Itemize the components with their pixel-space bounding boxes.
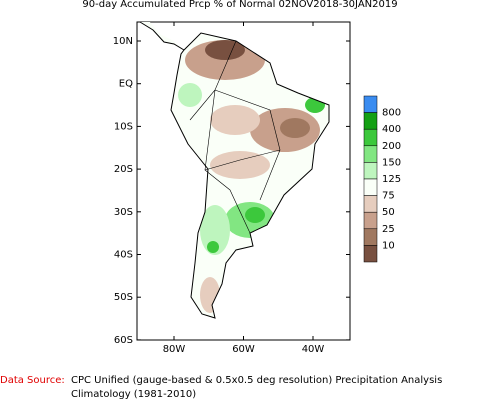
source-text: CPC Unified (gauge-based & 0.5x0.5 deg r…	[71, 375, 442, 386]
legend-label: 75	[382, 191, 395, 202]
legend-swatch	[363, 211, 378, 230]
lat-label: EQ	[119, 79, 133, 90]
lat-label: 10N	[113, 36, 133, 47]
legend-label: 10	[382, 240, 395, 251]
legend-swatch	[363, 195, 378, 213]
legend-label: 50	[382, 207, 395, 218]
legend-swatch	[363, 112, 378, 130]
lat-label: 50S	[114, 292, 133, 303]
lat-label: 30S	[114, 207, 133, 218]
legend-swatch	[363, 162, 378, 180]
dry-area	[210, 105, 260, 135]
legend-swatch	[363, 228, 378, 246]
title: 90-day Accumulated Prcp % of Normal 02NO…	[82, 0, 397, 10]
legend-label: 150	[382, 157, 401, 168]
lat-label: 60S	[114, 335, 133, 346]
wet-area	[178, 83, 202, 107]
coastline	[139, 21, 330, 319]
dry-area	[205, 40, 245, 60]
legend-swatch	[363, 178, 378, 196]
legend-label: 200	[382, 141, 401, 152]
legend-label: 800	[382, 108, 401, 119]
lon-label: 40W	[302, 344, 325, 355]
wet-area	[200, 205, 230, 255]
legend-label: 400	[382, 124, 401, 135]
wet-area	[245, 207, 265, 223]
legend-label: 25	[382, 224, 395, 235]
legend-swatch	[363, 128, 378, 147]
wet-area	[207, 241, 219, 253]
dry-area	[280, 118, 310, 138]
legend-label: 125	[382, 174, 401, 185]
lat-label: 20S	[114, 164, 133, 175]
lat-label: 10S	[114, 121, 133, 132]
legend-swatch	[363, 245, 378, 263]
lon-label: 60W	[232, 344, 255, 355]
lat-label: 40S	[114, 250, 133, 261]
legend-swatch	[363, 95, 378, 113]
source-label: Data Source:	[0, 375, 65, 386]
dry-area	[210, 151, 270, 179]
borders	[189, 40, 281, 234]
legend-swatch	[363, 145, 378, 163]
source-text: Climatology (1981-2010)	[71, 389, 196, 400]
lon-label: 80W	[163, 344, 186, 355]
